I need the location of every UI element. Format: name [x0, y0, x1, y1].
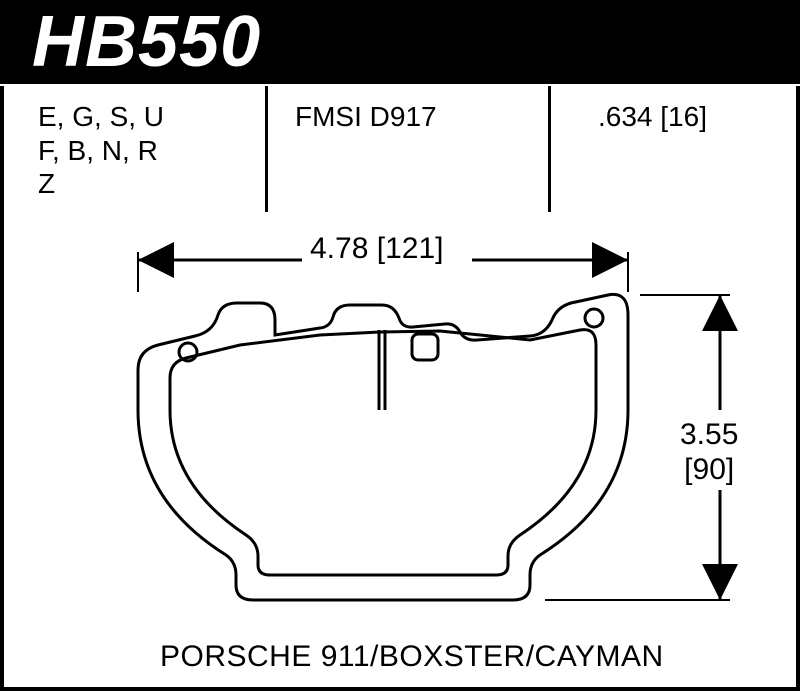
- diagram-svg: [0, 0, 800, 691]
- mounting-hole-right: [585, 309, 603, 327]
- width-dimension-arrow: [138, 252, 628, 292]
- pad-inner-path: [170, 330, 596, 575]
- height-dimension-arrow: [545, 295, 730, 600]
- brake-pad-outline: [138, 294, 628, 600]
- pad-outer-path: [138, 294, 628, 600]
- sensor-slot: [412, 334, 438, 360]
